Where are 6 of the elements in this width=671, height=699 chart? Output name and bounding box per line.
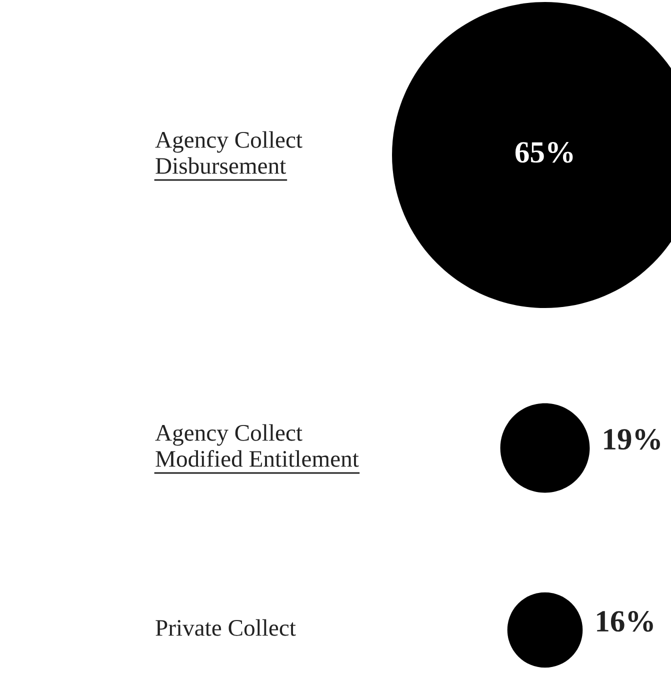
category-label: Agency Collect Modified Entitlement [155,424,359,467]
data-label: 65% [515,142,573,163]
data-label: 19% [604,429,660,450]
category-label: Agency Collect Disbursement [155,131,302,174]
category-label: Private Collect [156,619,296,636]
data-label: 16% [597,611,653,632]
